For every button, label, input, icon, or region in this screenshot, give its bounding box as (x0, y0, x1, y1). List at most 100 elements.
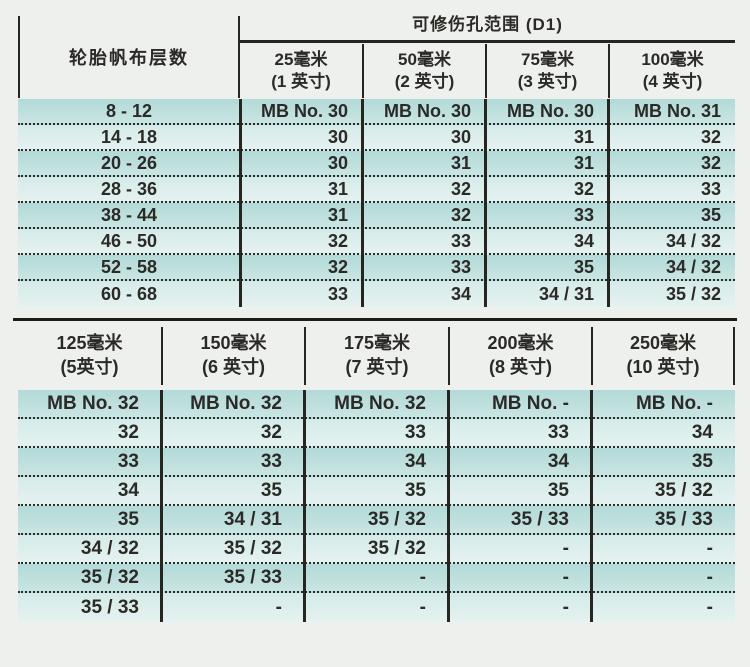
cell-value: 35 (547, 479, 569, 501)
cell-value: 32 (700, 126, 721, 147)
cell-value: 30 (450, 126, 471, 147)
ply-range-cell: 60 - 68 (100, 283, 158, 304)
cell-value: MB No. 30 (260, 100, 348, 121)
table-row: 35 / 33 - - - - (18, 593, 735, 622)
table-row: 33 33 34 34 35 (18, 448, 735, 477)
table-row: 38 - 44 31 32 33 35 (18, 203, 735, 229)
cell-value: 35 (700, 204, 721, 225)
table-row: 28 - 36 31 32 32 33 (18, 177, 735, 203)
top-table-column-headers: 25毫米 (1 英寸) 50毫米 (2 英寸) 75毫米 (3 英寸) 100毫… (240, 44, 735, 98)
col-inch-label: (10 英寸) (626, 357, 700, 377)
col-size-label: 200毫米 (487, 333, 554, 354)
cell-value: MB No. - (491, 392, 569, 414)
cell-value: 33 (573, 204, 594, 225)
cell-value: 35 / 32 (654, 479, 713, 501)
cell-value: MB No. 32 (334, 392, 426, 414)
cell-value: 32 (573, 178, 594, 199)
cell-value: 32 (327, 230, 348, 251)
cell-value: MB No. - (635, 392, 713, 414)
col-inch-label: (6 英寸) (202, 357, 265, 377)
table-row: 46 - 50 32 33 34 34 / 32 (18, 229, 735, 255)
cell-value: 33 (260, 450, 282, 472)
col-header-150mm: 150毫米 (6 英寸) (161, 327, 304, 385)
col-header-100mm: 100毫米 (4 英寸) (608, 44, 735, 98)
cell-value: 35 (404, 479, 426, 501)
cell-value: 34 (573, 230, 594, 251)
cell-value: 33 (450, 256, 471, 277)
cell-value: - (706, 537, 713, 559)
cell-value: 35 (691, 450, 713, 472)
col-header-25mm: 25毫米 (1 英寸) (240, 44, 362, 98)
bottom-table-column-headers: 125毫米 (5英寸) 150毫米 (6 英寸) 175毫米 (7 英寸) 20… (18, 327, 735, 385)
damage-range-group-header: 可修伤孔范围 (D1) (412, 14, 563, 34)
cell-value: 35 / 33 (80, 596, 139, 618)
cell-value: 34 / 32 (665, 256, 721, 277)
column-separator-line (607, 99, 610, 307)
col-header-250mm: 250毫米 (10 英寸) (591, 327, 735, 385)
cell-value: 31 (450, 152, 471, 173)
cell-value: - (419, 566, 426, 588)
column-separator-line (303, 390, 306, 622)
column-separator-line (160, 390, 163, 622)
cell-value: MB No. 30 (506, 100, 594, 121)
cell-value: 32 (117, 421, 139, 443)
cell-value: 33 (117, 450, 139, 472)
cell-value: - (562, 537, 569, 559)
col-size-label: 25毫米 (274, 49, 328, 69)
cell-value: 34 / 31 (538, 283, 594, 304)
col-header-75mm: 75毫米 (3 英寸) (485, 44, 608, 98)
cell-value: 34 (691, 421, 713, 443)
ply-range-cell: 46 - 50 (100, 230, 158, 251)
col-size-label: 50毫米 (398, 49, 451, 69)
table-row: 34 / 32 35 / 32 35 / 32 - - (18, 535, 735, 564)
table-row: 35 / 32 35 / 33 - - - (18, 564, 735, 593)
ply-range-cell: 8 - 12 (105, 100, 153, 121)
cell-value: 33 (327, 283, 348, 304)
col-inch-label: (8 英寸) (489, 357, 552, 377)
cell-value: 35 / 33 (223, 566, 282, 588)
ply-range-cell: 38 - 44 (100, 204, 158, 225)
cell-value: - (419, 596, 426, 618)
cell-value: 34 (404, 450, 426, 472)
cell-value: MB No. 31 (633, 100, 721, 121)
cell-value: 30 (327, 152, 348, 173)
cell-value: 31 (327, 204, 348, 225)
cell-value: - (562, 596, 569, 618)
cell-value: 32 (327, 256, 348, 277)
cell-value: - (562, 566, 569, 588)
col-inch-label: (4 英寸) (642, 72, 703, 91)
col-inch-label: (2 英寸) (394, 72, 455, 91)
table-row: 34 35 35 35 35 / 32 (18, 477, 735, 506)
cell-value: 33 (547, 421, 569, 443)
cell-value: 31 (573, 152, 594, 173)
table-row: 52 - 58 32 33 35 34 / 32 (18, 255, 735, 281)
column-separator-line (484, 99, 487, 307)
col-size-label: 125毫米 (56, 333, 123, 354)
table-row: 8 - 12 MB No. 30 MB No. 30 MB No. 30 MB … (18, 99, 735, 125)
cell-value: 35 / 32 (367, 508, 426, 530)
cell-value: MB No. 32 (190, 392, 282, 414)
column-separator-line (447, 390, 450, 622)
table-row: 60 - 68 33 34 34 / 31 35 / 32 (18, 281, 735, 307)
column-separator-line (590, 390, 593, 622)
cell-value: 35 / 32 (367, 537, 426, 559)
col-inch-label: (5英寸) (60, 357, 119, 377)
col-inch-label: (7 英寸) (345, 357, 409, 377)
top-table-body: 8 - 12 MB No. 30 MB No. 30 MB No. 30 MB … (18, 99, 735, 307)
cell-value: 34 (547, 450, 569, 472)
cell-value: MB No. 32 (47, 392, 139, 414)
cell-value: - (706, 566, 713, 588)
table-row: 35 34 / 31 35 / 32 35 / 33 35 / 33 (18, 506, 735, 535)
cell-value: MB No. 30 (383, 100, 471, 121)
col-inch-label: (3 英寸) (517, 72, 578, 91)
cell-value: 33 (404, 421, 426, 443)
cell-value: 35 / 33 (510, 508, 569, 530)
cell-value: 32 (700, 152, 721, 173)
cell-value: 35 (117, 508, 139, 530)
ply-count-header: 轮胎帆布层数 (18, 16, 240, 98)
bottom-table-body: MB No. 32 MB No. 32 MB No. 32 MB No. - M… (18, 390, 735, 622)
cell-value: 32 (450, 178, 471, 199)
ply-range-cell: 20 - 26 (100, 152, 158, 173)
col-header-175mm: 175毫米 (7 英寸) (304, 327, 448, 385)
